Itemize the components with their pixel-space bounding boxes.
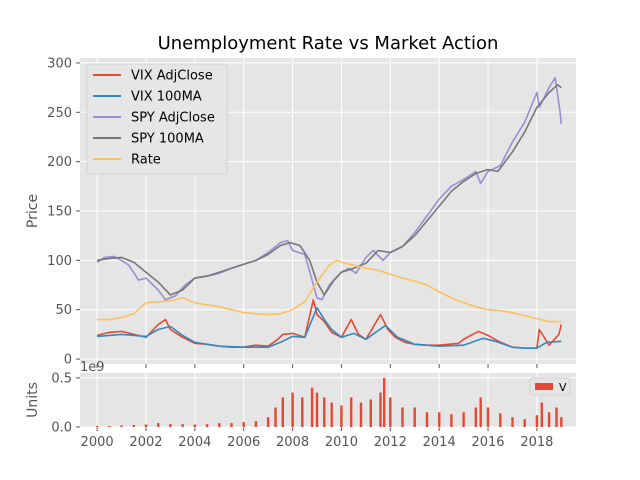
main-y-axis-label: Price	[25, 194, 41, 228]
volume-bar	[535, 415, 539, 427]
volume-bar	[193, 424, 196, 427]
volume-bar	[379, 392, 382, 427]
volume-bar	[369, 399, 372, 427]
volume-bar	[462, 412, 465, 427]
volume-bar	[291, 392, 294, 427]
volume-legend-label: V	[559, 381, 567, 394]
x-tick-label: 2012	[374, 435, 407, 450]
volume-x-tick-labels: 2000 2002 2004 2006 2008 2010 2012 2014 2016 2018	[81, 435, 554, 450]
volume-bar	[132, 425, 135, 427]
volume-bar	[205, 424, 209, 427]
x-tick-label: 2004	[178, 435, 211, 450]
volume-bar	[340, 405, 343, 427]
volume-bar	[479, 397, 482, 427]
main-y-tick-labels: 0 50 100 150 200 250 300	[47, 56, 72, 367]
legend-label: SPY 100MA	[131, 132, 204, 147]
volume-bar	[425, 412, 429, 427]
x-tick-label: 2006	[227, 435, 260, 450]
legend-label: VIX AdjClose	[131, 69, 213, 84]
main-legend: VIX AdjClose VIX 100MA SPY AdjClose SPY 100…	[86, 63, 228, 175]
series-line-vix-adjclose	[96, 298, 563, 350]
volume-bar	[218, 423, 221, 427]
volume-bar	[523, 419, 526, 427]
legend-label: Rate	[131, 153, 161, 168]
volume-bar	[108, 426, 111, 427]
volume-y-axis-label: Units	[25, 382, 41, 418]
volume-bar	[323, 397, 326, 427]
series-line-spy-100ma	[96, 83, 562, 296]
volume-bar	[486, 407, 490, 427]
series-line-spy-adjclose	[96, 76, 563, 301]
volume-bar	[540, 402, 543, 427]
volume-bar	[401, 407, 404, 427]
main-y-tick-label: 0	[64, 353, 72, 368]
volume-bar	[450, 414, 453, 427]
series-line-rate	[97, 259, 562, 323]
x-tick-label: 2014	[423, 435, 456, 450]
volume-bar	[157, 423, 160, 427]
volume-bar	[330, 402, 333, 427]
volume-y-tick-label: 0.0	[51, 421, 72, 436]
volume-bar	[413, 407, 416, 427]
volume-axes: 0.00.5 2000 2002 2004 2006 2008 2010 2012 2014 2…	[25, 360, 576, 450]
main-y-tick-label: 50	[55, 303, 72, 318]
main-y-tick-label: 300	[47, 56, 72, 71]
volume-bar	[389, 397, 392, 427]
volume-bar	[169, 424, 172, 427]
volume-bar	[511, 417, 514, 427]
volume-bar	[350, 397, 353, 427]
legend-label: SPY AdjClose	[131, 111, 215, 126]
volume-bar	[230, 423, 233, 427]
legend-label: VIX 100MA	[131, 90, 202, 105]
volume-bar	[301, 397, 304, 427]
x-tick-label: 2000	[81, 435, 114, 450]
chart-title: Unemployment Rate vs Market Action	[158, 33, 499, 54]
volume-plot-background	[80, 373, 576, 427]
main-y-tick-label: 250	[47, 106, 72, 121]
volume-bar	[95, 426, 99, 427]
volume-bar	[438, 412, 441, 427]
main-y-tick-label: 150	[47, 205, 72, 220]
volume-offset-text: 1e9	[80, 360, 105, 375]
volume-bar	[359, 402, 363, 427]
main-y-tick-label: 200	[47, 155, 72, 170]
volume-legend-swatch	[535, 383, 553, 390]
volume-bar	[144, 424, 148, 427]
volume-legend: V	[529, 377, 571, 396]
volume-bar	[310, 387, 314, 427]
volume-bar	[254, 421, 258, 427]
volume-bar	[266, 417, 270, 427]
volume-bar	[315, 392, 319, 427]
x-tick-label: 2018	[520, 435, 553, 450]
series-line-vix-100ma	[97, 306, 562, 350]
x-tick-label: 2016	[471, 435, 504, 450]
volume-bar	[499, 413, 502, 427]
volume-bar	[120, 425, 123, 427]
volume-y-tick-label: 0.5	[51, 371, 72, 386]
volume-bar	[547, 412, 551, 427]
volume-y-gridlines	[76, 377, 576, 428]
volume-y-tick-labels: 0.0 0.5	[51, 371, 72, 435]
volume-bar	[474, 407, 477, 427]
x-tick-label: 2010	[325, 435, 358, 450]
volume-bar	[383, 377, 386, 427]
legend-frame	[86, 63, 228, 175]
volume-bar	[242, 422, 245, 427]
volume-bar	[555, 407, 558, 427]
main-y-tick-label: 100	[47, 254, 72, 269]
volume-bar	[281, 397, 284, 427]
x-tick-label: 2008	[276, 435, 309, 450]
x-tick-label: 2002	[129, 435, 162, 450]
main-series-lines	[96, 76, 563, 350]
volume-bar	[560, 417, 563, 427]
volume-bars	[95, 377, 563, 427]
volume-bar	[274, 407, 277, 427]
volume-bar	[181, 424, 184, 427]
